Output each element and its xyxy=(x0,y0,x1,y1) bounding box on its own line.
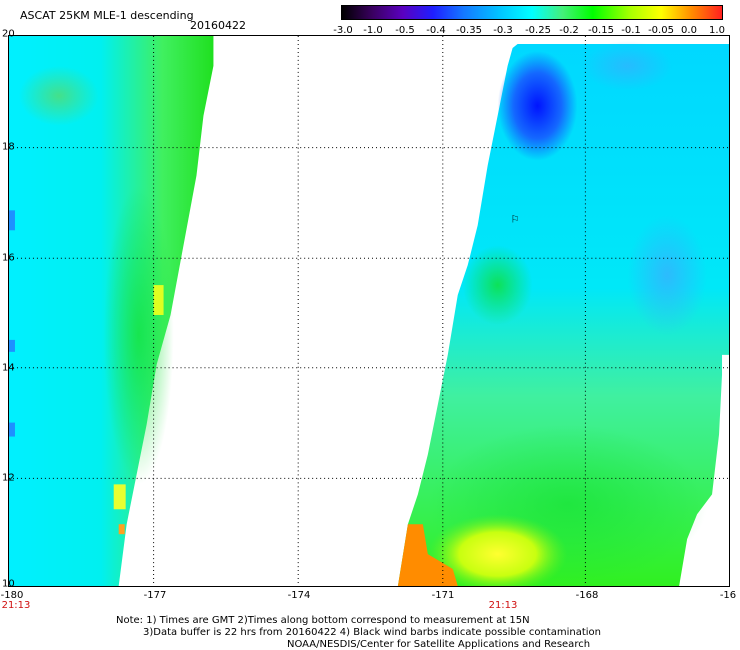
colorbar-tick: -0.05 xyxy=(648,25,674,36)
colorbar-tick: -0.1 xyxy=(621,25,641,36)
lon-label: -16 xyxy=(719,590,737,601)
lon-label: -171 xyxy=(431,590,455,601)
left-swath-blue-edge xyxy=(9,422,15,437)
colorbar-tick: -0.2 xyxy=(559,25,579,36)
map-title: ASCAT 25KM MLE-1 descending xyxy=(20,9,194,22)
footer-note-line2: 3)Data buffer is 22 hrs from 20160422 4)… xyxy=(143,627,601,638)
scatterometer-map: ⚐ xyxy=(8,35,730,587)
colorbar-tick: -0.35 xyxy=(456,25,482,36)
lat-label: 12 xyxy=(2,472,15,484)
footer-note-line1: Note: 1) Times are GMT 2)Times along bot… xyxy=(116,615,530,626)
right-swath-green-patch xyxy=(462,245,533,325)
lon-label: -177 xyxy=(143,590,167,601)
colorbar-tick: -0.5 xyxy=(395,25,415,36)
right-swath-blue-patch xyxy=(582,40,673,91)
lat-label: 18 xyxy=(2,141,15,153)
colorbar-tick: 1.0 xyxy=(709,25,725,36)
wind-barb-icon: ⚐ xyxy=(511,214,520,225)
left-swath-blue-edge xyxy=(9,210,15,231)
left-swath-yellow xyxy=(153,285,164,315)
left-swath-yellow xyxy=(113,484,126,510)
colorbar-tick: -3.0 xyxy=(333,25,353,36)
lon-label: -168 xyxy=(575,590,599,601)
footer-credit: NOAA/NESDIS/Center for Satellite Applica… xyxy=(287,639,591,650)
lat-label: 10 xyxy=(2,578,15,590)
right-swath-blue-patch xyxy=(627,215,708,335)
lon-label: -180 xyxy=(0,590,24,601)
lat-label: 20 xyxy=(2,28,15,40)
colorbar-tick: -0.3 xyxy=(493,25,513,36)
time-label: 21:13 xyxy=(1,600,31,611)
left-swath-orange xyxy=(118,524,125,535)
map-date: 20160422 xyxy=(190,19,246,32)
right-swath-yellow-core xyxy=(427,514,568,586)
lon-label: -174 xyxy=(287,590,311,601)
colorbar-tick: 0.0 xyxy=(681,25,697,36)
colorbar-tick: -1.0 xyxy=(363,25,383,36)
time-label: 21:13 xyxy=(488,600,518,611)
left-swath-green-patch xyxy=(18,65,99,126)
lat-label: 14 xyxy=(2,362,15,374)
left-swath-green-band xyxy=(103,185,174,485)
colorbar-tick: -0.4 xyxy=(426,25,446,36)
colorbar-tick: -0.15 xyxy=(588,25,614,36)
graticule xyxy=(9,36,729,586)
right-swath-blue-core xyxy=(497,50,578,161)
lat-label: 16 xyxy=(2,252,15,264)
colorbar-tick: -0.25 xyxy=(525,25,551,36)
left-swath-blue-edge xyxy=(9,339,15,352)
colorbar xyxy=(341,5,723,20)
